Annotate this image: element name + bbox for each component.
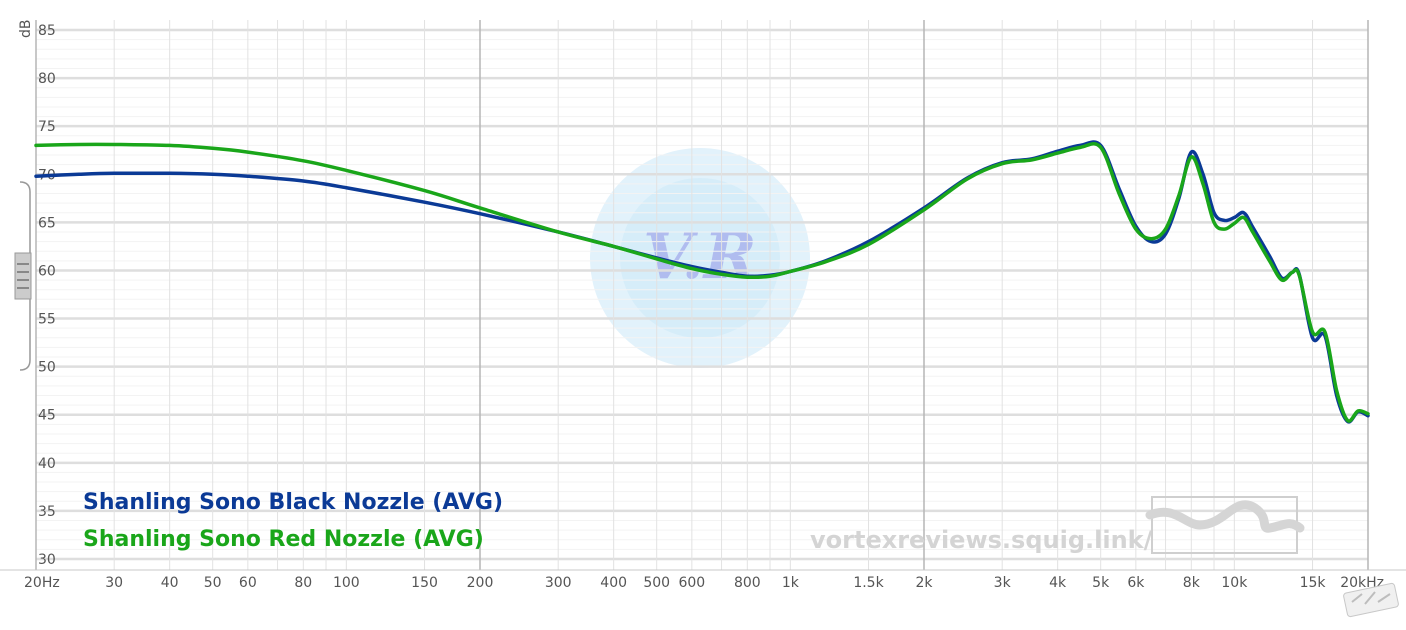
x-tick-label: 1.5k — [853, 575, 884, 591]
x-tick-label: 500 — [643, 575, 670, 591]
x-tick-label: 20Hz — [24, 575, 60, 591]
x-tick-label: 1k — [782, 575, 800, 591]
x-tick-label: 300 — [545, 575, 572, 591]
y-tick-label: 35 — [38, 504, 56, 520]
vr-logo-text: V.R — [643, 219, 757, 294]
x-tick-label: 400 — [600, 575, 627, 591]
x-tick-label: 15k — [1300, 575, 1327, 591]
x-tick-label: 60 — [239, 575, 257, 591]
y-axis-label: dB — [18, 20, 34, 39]
squiglink-wave-icon — [1145, 496, 1305, 554]
series-line-red-nozzle[interactable] — [34, 141, 1370, 423]
y-tick-label: 65 — [38, 215, 56, 231]
site-url-watermark: vortexreviews.squig.link/ — [810, 526, 1153, 554]
x-tick-label: 5k — [1092, 575, 1110, 591]
x-tick-label: 30 — [105, 575, 123, 591]
legend: Shanling Sono Black Nozzle (AVG) Shanlin… — [83, 490, 503, 552]
x-tick-label: 3k — [994, 575, 1012, 591]
y-tick-label: 75 — [38, 119, 56, 135]
x-tick-label: 200 — [467, 575, 494, 591]
y-tick-label: 85 — [38, 23, 56, 39]
x-tick-label: 2k — [915, 575, 933, 591]
x-tick-label: 10k — [1221, 575, 1248, 591]
x-tick-label: 600 — [678, 575, 705, 591]
x-tick-label: 50 — [204, 575, 222, 591]
y-tick-label: 40 — [38, 456, 56, 472]
legend-entry-red-nozzle[interactable]: Shanling Sono Red Nozzle (AVG) — [83, 527, 484, 552]
y-tick-label: 55 — [38, 312, 56, 328]
legend-entry-black-nozzle[interactable]: Shanling Sono Black Nozzle (AVG) — [83, 490, 503, 515]
x-tick-label: 40 — [161, 575, 179, 591]
x-tick-label: 80 — [294, 575, 312, 591]
y-tick-label: 45 — [38, 408, 56, 424]
y-scale-handle[interactable] — [14, 181, 32, 371]
vr-watermark-logo: V.R — [590, 148, 810, 368]
y-tick-label: 30 — [38, 552, 56, 568]
series-lines — [34, 140, 1370, 424]
x-tick-label: 4k — [1049, 575, 1067, 591]
grid — [0, 20, 1406, 571]
site-watermark-icon — [1343, 582, 1399, 618]
x-tick-label: 150 — [411, 575, 438, 591]
y-tick-label: 80 — [38, 71, 56, 87]
x-tick-label: 800 — [734, 575, 761, 591]
y-tick-label: 60 — [38, 263, 56, 279]
x-tick-label: 8k — [1183, 575, 1201, 591]
x-tick-label: 100 — [333, 575, 360, 591]
x-tick-label: 6k — [1127, 575, 1145, 591]
y-tick-label: 50 — [38, 360, 56, 376]
x-axis-ticks: 20Hz 30 40 50 60 80 100 150 200 300 400 500 600 800 1k… — [24, 575, 1384, 591]
